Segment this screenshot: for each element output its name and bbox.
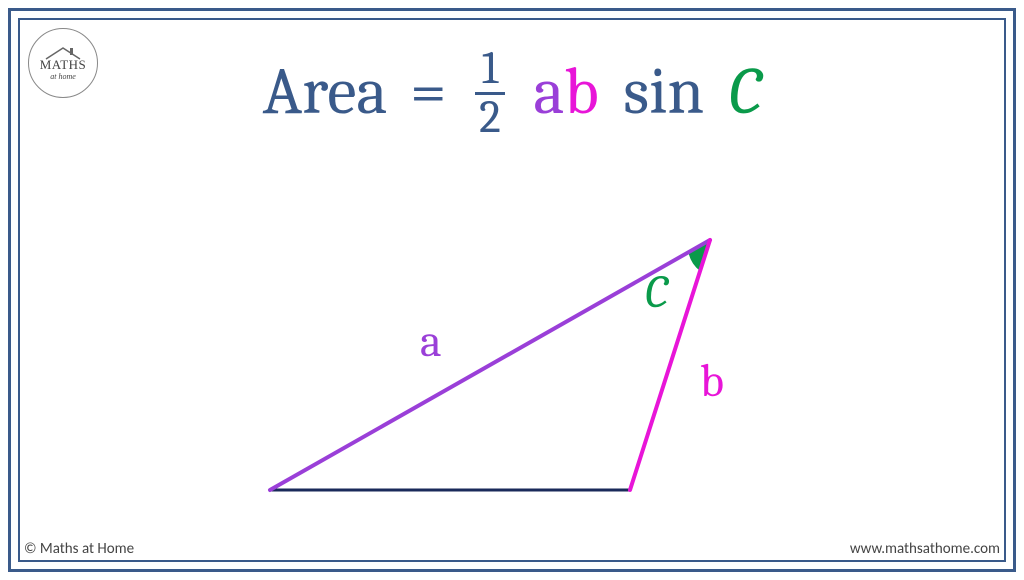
fraction-denominator: 2	[475, 95, 505, 141]
formula-b: b	[564, 54, 598, 130]
footer-url: www.mathsathome.com	[850, 540, 1000, 558]
formula-a: a	[533, 54, 564, 130]
formula-C: C	[729, 54, 762, 130]
footer-copyright: © Maths at Home	[24, 540, 134, 558]
formula-area-label: Area	[263, 54, 388, 130]
formula-fraction: 1 2	[475, 46, 505, 141]
formula-equals: =	[410, 54, 447, 130]
area-formula: Area = 1 2 ab sin C	[0, 50, 1024, 145]
formula-sin: sin	[623, 54, 704, 130]
label-C: C	[645, 266, 668, 319]
label-a: a	[420, 315, 442, 368]
fraction-numerator: 1	[475, 46, 505, 95]
triangle-diagram: a b C	[250, 220, 790, 520]
label-b: b	[700, 355, 724, 408]
